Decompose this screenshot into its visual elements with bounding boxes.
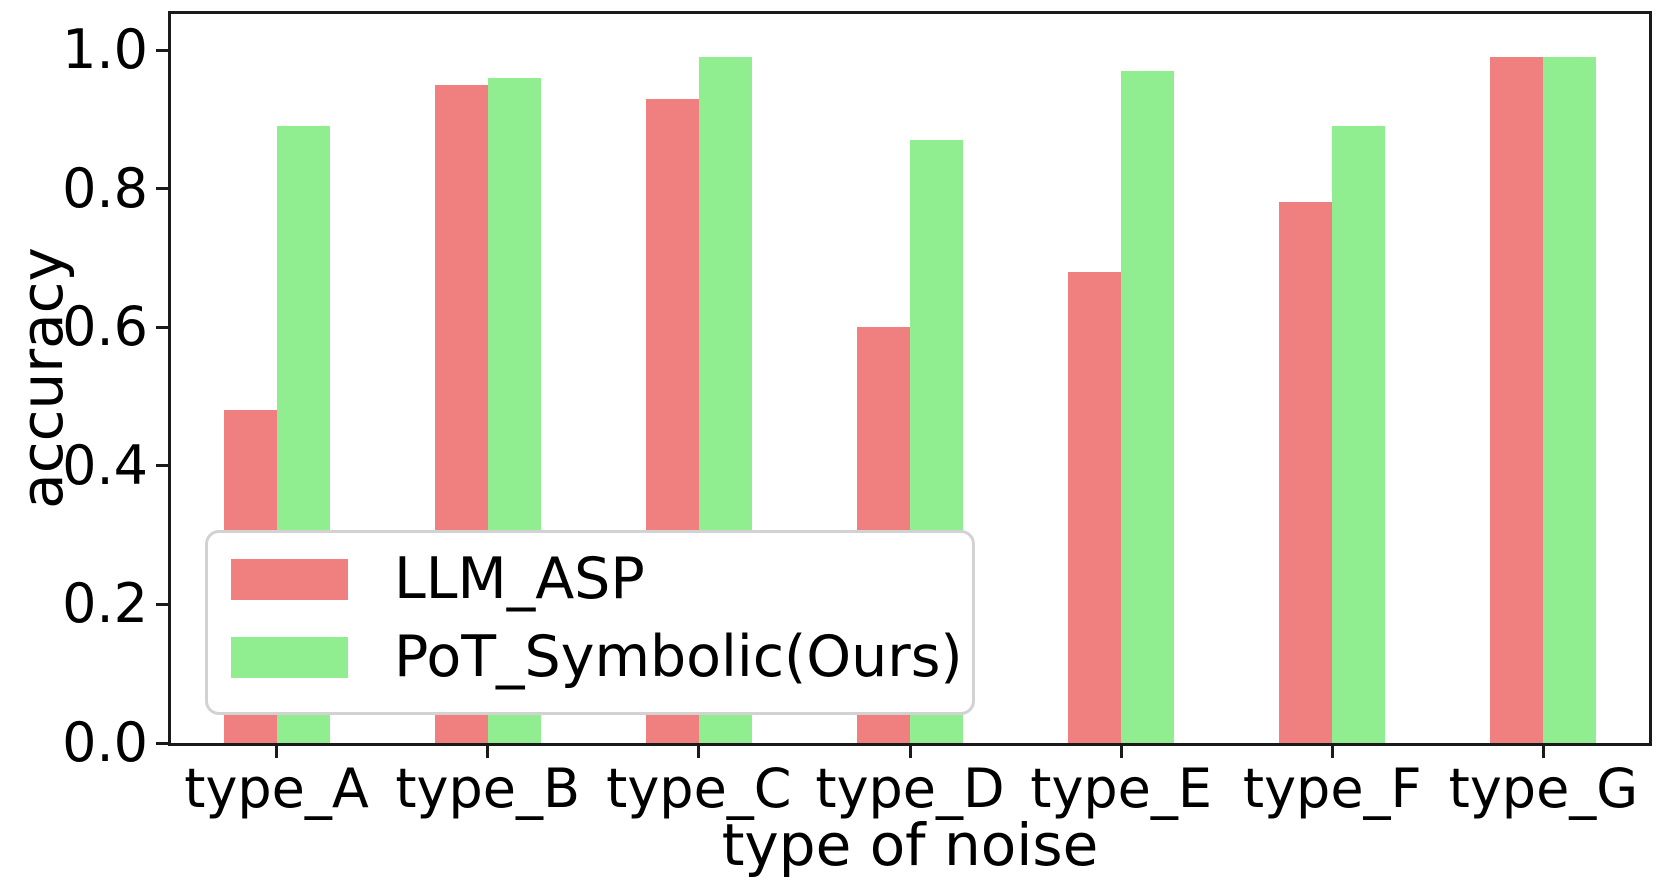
x-axis-label: type of noise [721, 811, 1099, 879]
x-tick-label: type_E [1030, 757, 1213, 820]
x-tick-mark [697, 746, 701, 758]
bar-LLM_ASP-type_G [1490, 57, 1543, 743]
y-tick-mark [156, 187, 168, 191]
legend: LLM_ASP PoT_Symbolic(Ours) [205, 530, 975, 715]
bar-PoT_Symbolic(Ours)-type_G [1543, 57, 1596, 743]
legend-swatch [231, 558, 348, 600]
y-tick-label: 0.0 [62, 711, 148, 774]
y-tick-label: 0.8 [62, 156, 148, 220]
x-tick-mark [1330, 746, 1334, 758]
y-tick-label: 0.4 [62, 433, 148, 497]
x-tick-mark [1119, 746, 1123, 758]
y-tick-label: 0.2 [62, 572, 148, 636]
bar-LLM_ASP-type_E [1068, 272, 1121, 743]
x-tick-label: type_F [1242, 757, 1422, 820]
x-tick-mark [908, 746, 912, 758]
y-tick-label: 0.6 [62, 295, 148, 359]
bar-LLM_ASP-type_F [1279, 202, 1332, 743]
bar-PoT_Symbolic(Ours)-type_F [1332, 126, 1385, 743]
legend-swatch [231, 636, 348, 678]
x-tick-label: type_B [395, 757, 581, 820]
legend-item: LLM_ASP [231, 550, 972, 608]
x-tick-mark [486, 746, 490, 758]
x-tick-mark [275, 746, 279, 758]
x-tick-label: type_D [815, 757, 1005, 820]
y-tick-mark [156, 464, 168, 468]
y-tick-mark [156, 741, 168, 745]
y-tick-label: 1.0 [62, 18, 148, 81]
bar-PoT_Symbolic(Ours)-type_E [1121, 71, 1174, 743]
legend-label: PoT_Symbolic(Ours) [394, 624, 963, 690]
legend-item: PoT_Symbolic(Ours) [231, 628, 972, 686]
y-tick-mark [156, 325, 168, 329]
legend-label: LLM_ASP [394, 546, 645, 612]
x-tick-label: type_G [1448, 757, 1639, 820]
x-tick-label: type_C [606, 757, 792, 820]
x-tick-label: type_A [184, 757, 369, 820]
x-tick-mark [1541, 746, 1545, 758]
y-tick-mark [156, 602, 168, 606]
y-tick-mark [156, 48, 168, 52]
